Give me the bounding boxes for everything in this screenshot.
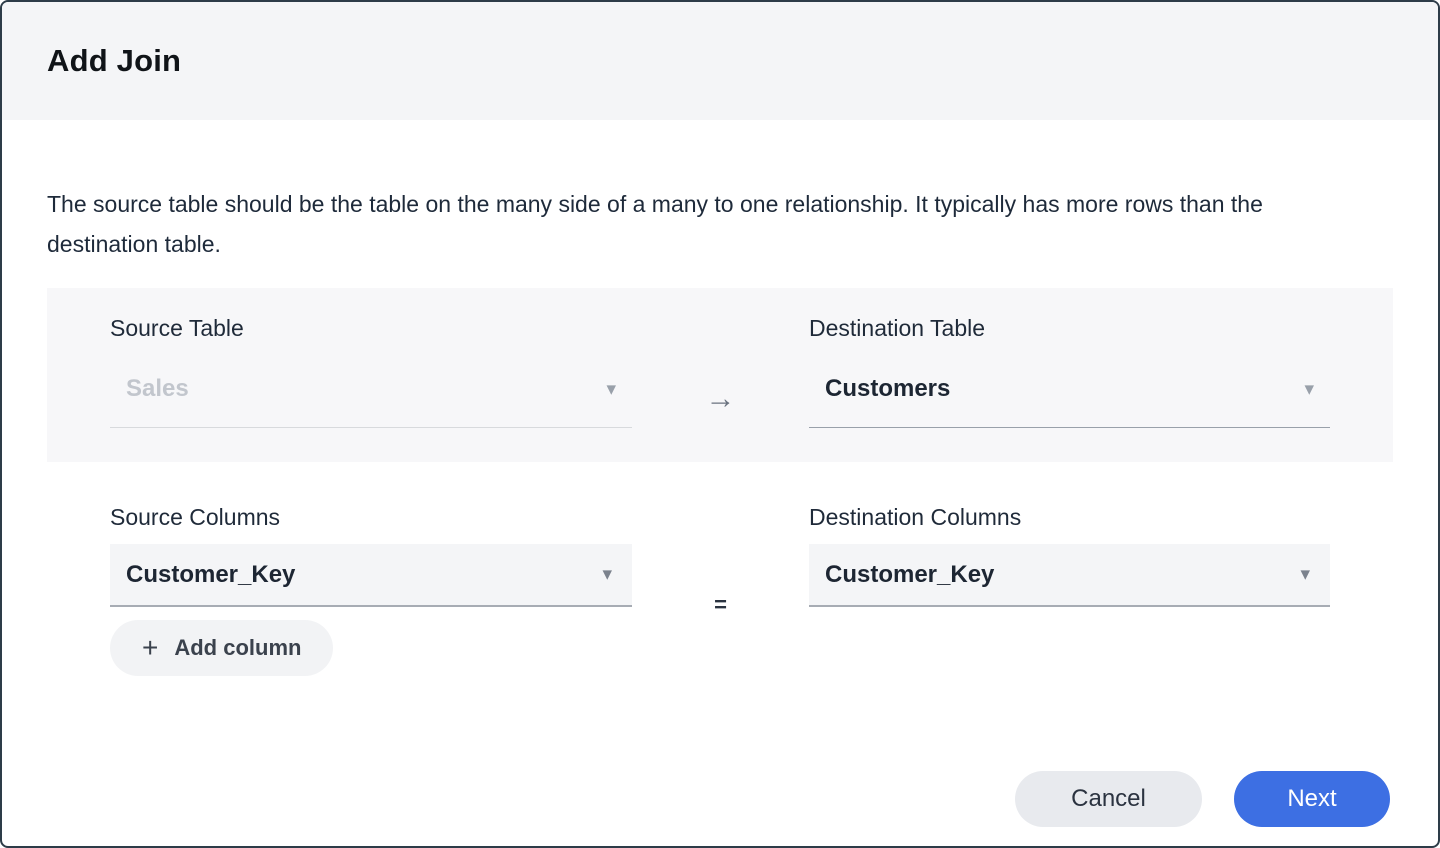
destination-columns-label: Destination Columns (809, 504, 1022, 530)
cancel-button[interactable]: Cancel (1015, 771, 1202, 827)
dialog-header: Add Join (2, 2, 1438, 120)
add-column-label: Add column (174, 635, 302, 660)
columns-section: Source Columns Customer_Key ▾ + Add colu… (47, 502, 1393, 676)
chevron-down-icon: ▾ (602, 564, 612, 585)
source-columns-field: Source Columns Customer_Key ▾ + Add colu… (110, 502, 632, 676)
arrow-right-icon: → (705, 381, 736, 415)
tables-panel: Source Table Sales ▾ → Destination Table… (47, 288, 1393, 462)
destination-columns-field: Destination Columns Customer_Key ▾ (809, 502, 1330, 607)
source-table-label: Source Table (110, 315, 244, 341)
dialog-description: The source table should be the table on … (47, 191, 1263, 257)
source-table-select[interactable]: Sales ▾ (110, 375, 632, 428)
destination-table-value: Customers (825, 375, 951, 402)
next-button[interactable]: Next (1234, 771, 1390, 827)
destination-table-field: Destination Table Customers ▾ (809, 313, 1330, 428)
add-column-button[interactable]: + Add column (110, 620, 334, 676)
source-column-select[interactable]: Customer_Key ▾ (110, 544, 632, 607)
join-operator-cell: = (632, 502, 809, 618)
equals-operator: = (714, 592, 727, 617)
join-direction-connector: → (632, 313, 809, 428)
dialog-footer: Cancel Next (2, 771, 1438, 846)
dialog-body: The source table should be the table on … (2, 120, 1438, 846)
dialog-title: Add Join (47, 43, 182, 78)
destination-table-label: Destination Table (809, 315, 986, 341)
source-column-value: Customer_Key (126, 560, 296, 588)
destination-column-value: Customer_Key (825, 560, 995, 588)
chevron-down-icon: ▾ (1300, 564, 1310, 585)
source-table-value: Sales (126, 375, 189, 402)
source-columns-label: Source Columns (110, 504, 281, 530)
plus-icon: + (142, 632, 159, 663)
chevron-down-icon: ▾ (1304, 378, 1314, 400)
source-table-field: Source Table Sales ▾ (110, 313, 632, 428)
destination-column-select[interactable]: Customer_Key ▾ (809, 544, 1330, 607)
chevron-down-icon: ▾ (606, 378, 616, 400)
destination-table-select[interactable]: Customers ▾ (809, 375, 1330, 428)
